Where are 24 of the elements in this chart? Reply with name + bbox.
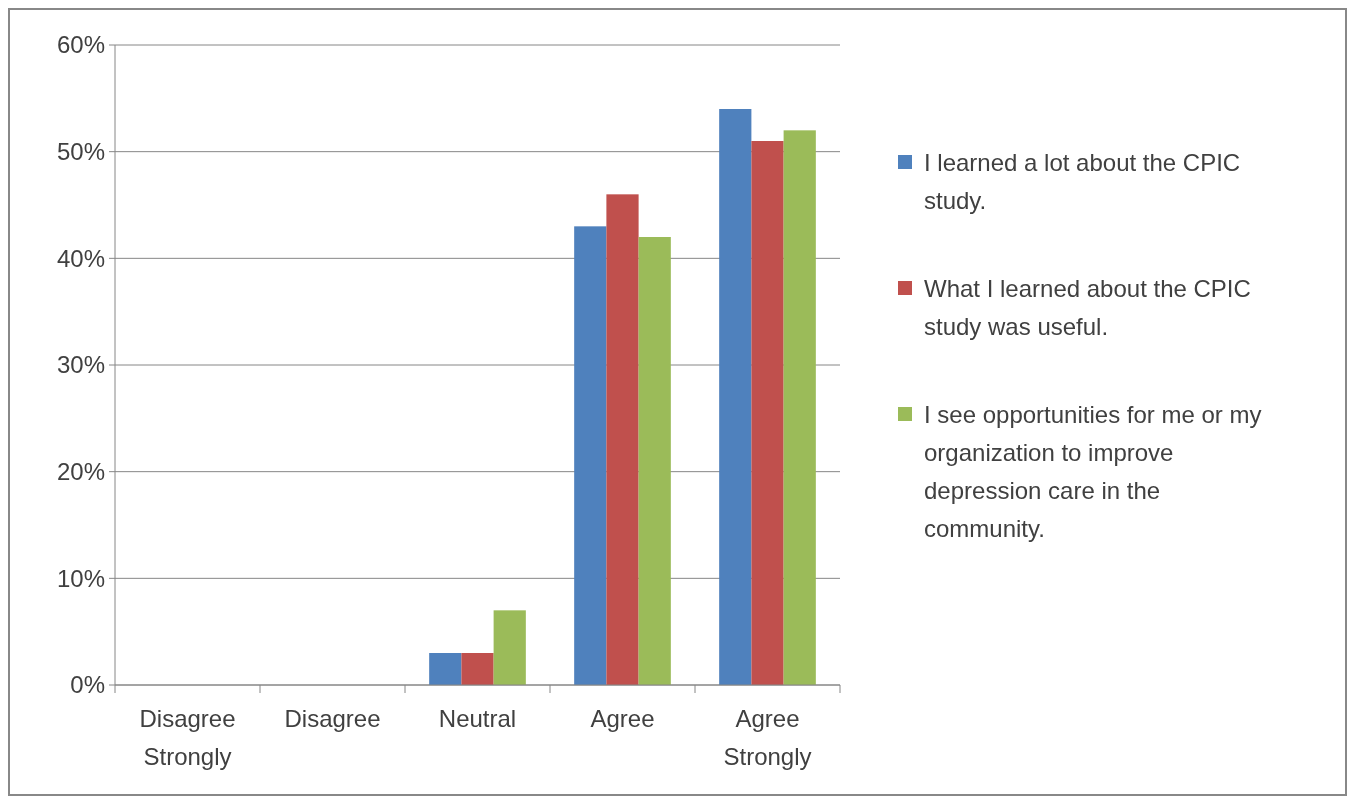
y-tick-label: 40% <box>56 244 105 272</box>
bar <box>751 141 784 685</box>
y-tick-label: 10% <box>56 564 105 592</box>
bar <box>719 109 752 685</box>
bar <box>783 130 816 685</box>
x-tick-label: Agree <box>590 705 655 732</box>
bar <box>574 226 607 685</box>
legend-label: I learned a lot about the CPIC study. <box>924 149 1241 215</box>
bar <box>606 194 639 685</box>
y-tick-label: 60% <box>56 31 105 59</box>
y-tick-label: 50% <box>56 138 105 166</box>
x-tick-label: Disagree Strongly <box>139 705 236 770</box>
bar <box>429 653 462 685</box>
y-tick-label: 0% <box>70 671 105 699</box>
y-tick-label: 20% <box>56 458 105 486</box>
bar <box>638 237 671 685</box>
bar <box>493 610 526 685</box>
legend-label: What I learned about the CPIC study was useful. <box>924 275 1251 341</box>
x-tick-label: Agree Strongly <box>723 705 812 770</box>
legend-label: I see opportunities for me or my organization to improve depression care in the community. <box>924 401 1262 543</box>
bar <box>461 653 494 685</box>
x-tick-label: Disagree <box>284 705 381 732</box>
x-tick-label: Neutral <box>438 705 517 732</box>
y-tick-label: 30% <box>56 351 105 379</box>
